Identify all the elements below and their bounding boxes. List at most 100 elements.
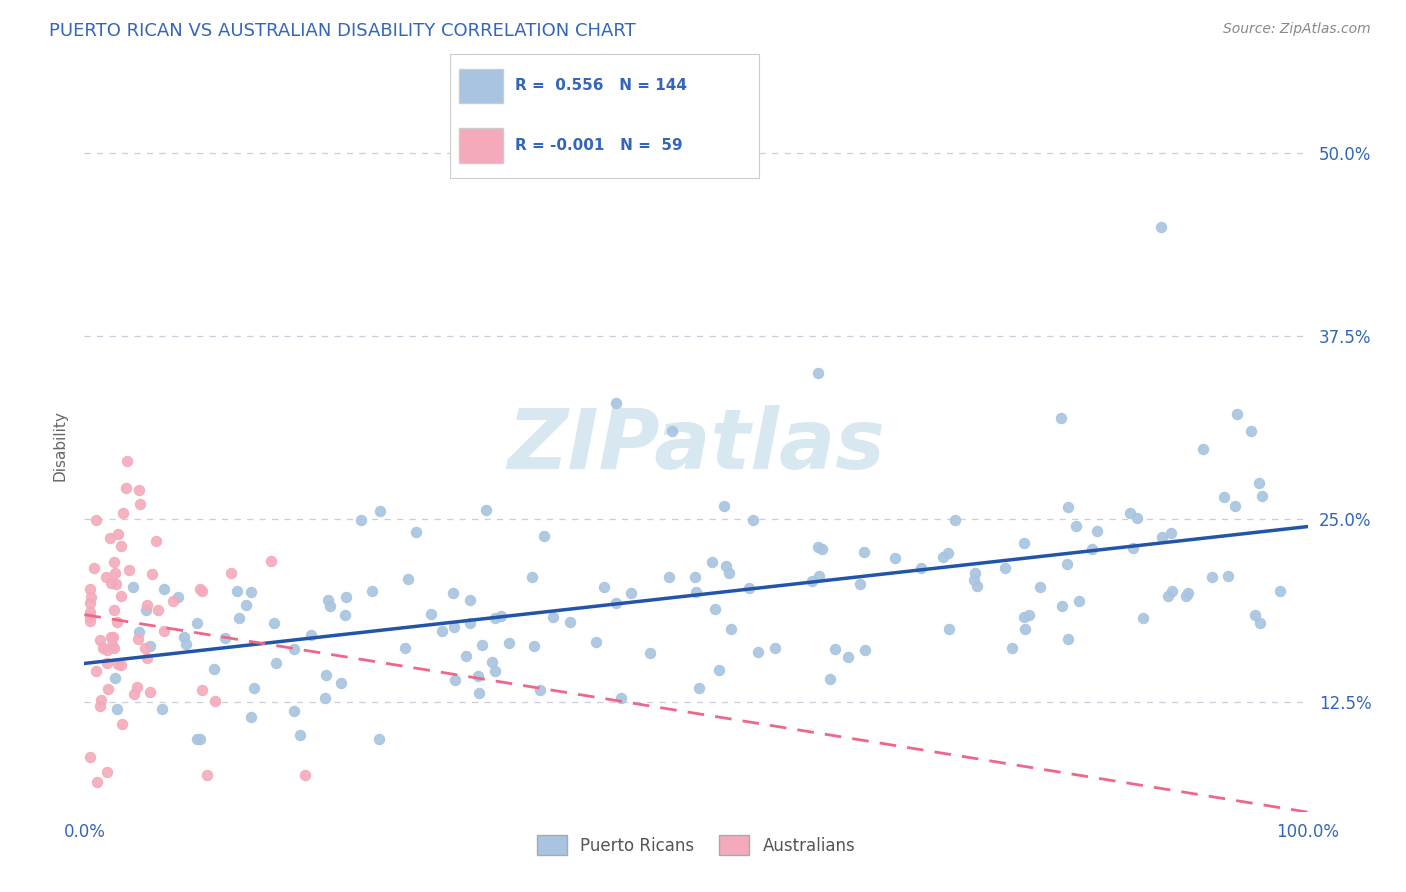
Point bbox=[405, 525, 427, 540]
Point bbox=[128, 624, 150, 639]
Point bbox=[1066, 519, 1088, 533]
Point bbox=[910, 561, 932, 575]
Point bbox=[1012, 610, 1035, 624]
Point bbox=[202, 662, 225, 676]
Text: ZIPatlas: ZIPatlas bbox=[508, 406, 884, 486]
Point bbox=[122, 687, 145, 701]
Point bbox=[190, 584, 212, 599]
Point bbox=[111, 716, 134, 731]
Point bbox=[330, 676, 353, 690]
Point bbox=[195, 768, 218, 782]
Point bbox=[683, 570, 706, 584]
Point bbox=[89, 698, 111, 713]
Point bbox=[661, 425, 683, 439]
Point bbox=[125, 680, 148, 694]
Point bbox=[128, 483, 150, 497]
Point bbox=[264, 657, 287, 671]
Point bbox=[127, 632, 149, 646]
Point bbox=[852, 545, 875, 559]
Point bbox=[152, 702, 174, 716]
Point bbox=[79, 605, 101, 619]
Point bbox=[498, 636, 520, 650]
Point bbox=[707, 663, 730, 677]
Point bbox=[936, 546, 959, 560]
Point bbox=[994, 561, 1017, 575]
Point bbox=[523, 640, 546, 654]
Point bbox=[718, 566, 741, 581]
Point bbox=[219, 566, 242, 581]
Point bbox=[1125, 511, 1147, 525]
Point bbox=[225, 583, 247, 598]
Point bbox=[966, 579, 988, 593]
Point bbox=[444, 673, 467, 688]
Point bbox=[107, 657, 129, 672]
Point bbox=[97, 681, 120, 696]
Point bbox=[139, 685, 162, 699]
Point bbox=[1150, 219, 1173, 234]
Point bbox=[214, 631, 236, 645]
Point bbox=[110, 658, 132, 673]
Point bbox=[148, 602, 170, 616]
Point bbox=[1226, 407, 1249, 421]
Point bbox=[105, 702, 128, 716]
Point bbox=[105, 577, 128, 591]
Point bbox=[107, 526, 129, 541]
Point bbox=[228, 611, 250, 625]
Point bbox=[714, 559, 737, 574]
Point bbox=[110, 589, 132, 603]
Point bbox=[135, 603, 157, 617]
Legend: Puerto Ricans, Australians: Puerto Ricans, Australians bbox=[530, 829, 862, 862]
Point bbox=[115, 453, 138, 467]
Point bbox=[1014, 623, 1036, 637]
Point bbox=[1160, 526, 1182, 541]
Point bbox=[173, 631, 195, 645]
Point bbox=[141, 567, 163, 582]
FancyBboxPatch shape bbox=[460, 69, 502, 103]
Point bbox=[419, 607, 441, 621]
Point bbox=[105, 615, 128, 629]
Point bbox=[191, 683, 214, 698]
Point bbox=[115, 481, 138, 495]
Point bbox=[763, 641, 786, 656]
Point bbox=[441, 586, 464, 600]
Point bbox=[96, 764, 118, 779]
Point bbox=[467, 669, 489, 683]
Point bbox=[240, 710, 263, 724]
Point bbox=[103, 640, 125, 655]
Point bbox=[738, 581, 761, 595]
Point bbox=[84, 513, 107, 527]
Point bbox=[1268, 584, 1291, 599]
Point bbox=[333, 608, 356, 623]
Point bbox=[688, 681, 710, 695]
Point bbox=[104, 671, 127, 685]
Point bbox=[79, 596, 101, 610]
Point bbox=[720, 622, 742, 636]
Point bbox=[605, 395, 627, 409]
Point bbox=[314, 691, 336, 706]
Point bbox=[94, 570, 117, 584]
Point bbox=[79, 750, 101, 764]
Point bbox=[475, 502, 498, 516]
Point bbox=[1018, 608, 1040, 623]
Point bbox=[1056, 500, 1078, 514]
Point bbox=[818, 672, 841, 686]
Point bbox=[467, 686, 489, 700]
Point bbox=[89, 633, 111, 648]
Point bbox=[188, 582, 211, 597]
Point bbox=[491, 608, 513, 623]
Point bbox=[299, 628, 322, 642]
Point bbox=[1212, 491, 1234, 505]
Point bbox=[91, 640, 114, 655]
Point bbox=[1012, 536, 1035, 550]
Point bbox=[1157, 589, 1180, 603]
Point bbox=[484, 610, 506, 624]
FancyBboxPatch shape bbox=[460, 128, 502, 163]
Point bbox=[849, 577, 872, 591]
Point bbox=[101, 630, 124, 644]
Point bbox=[481, 655, 503, 669]
Point bbox=[135, 651, 157, 665]
Point bbox=[316, 593, 339, 607]
Point bbox=[100, 531, 122, 545]
Point bbox=[335, 590, 357, 604]
Point bbox=[1150, 530, 1173, 544]
